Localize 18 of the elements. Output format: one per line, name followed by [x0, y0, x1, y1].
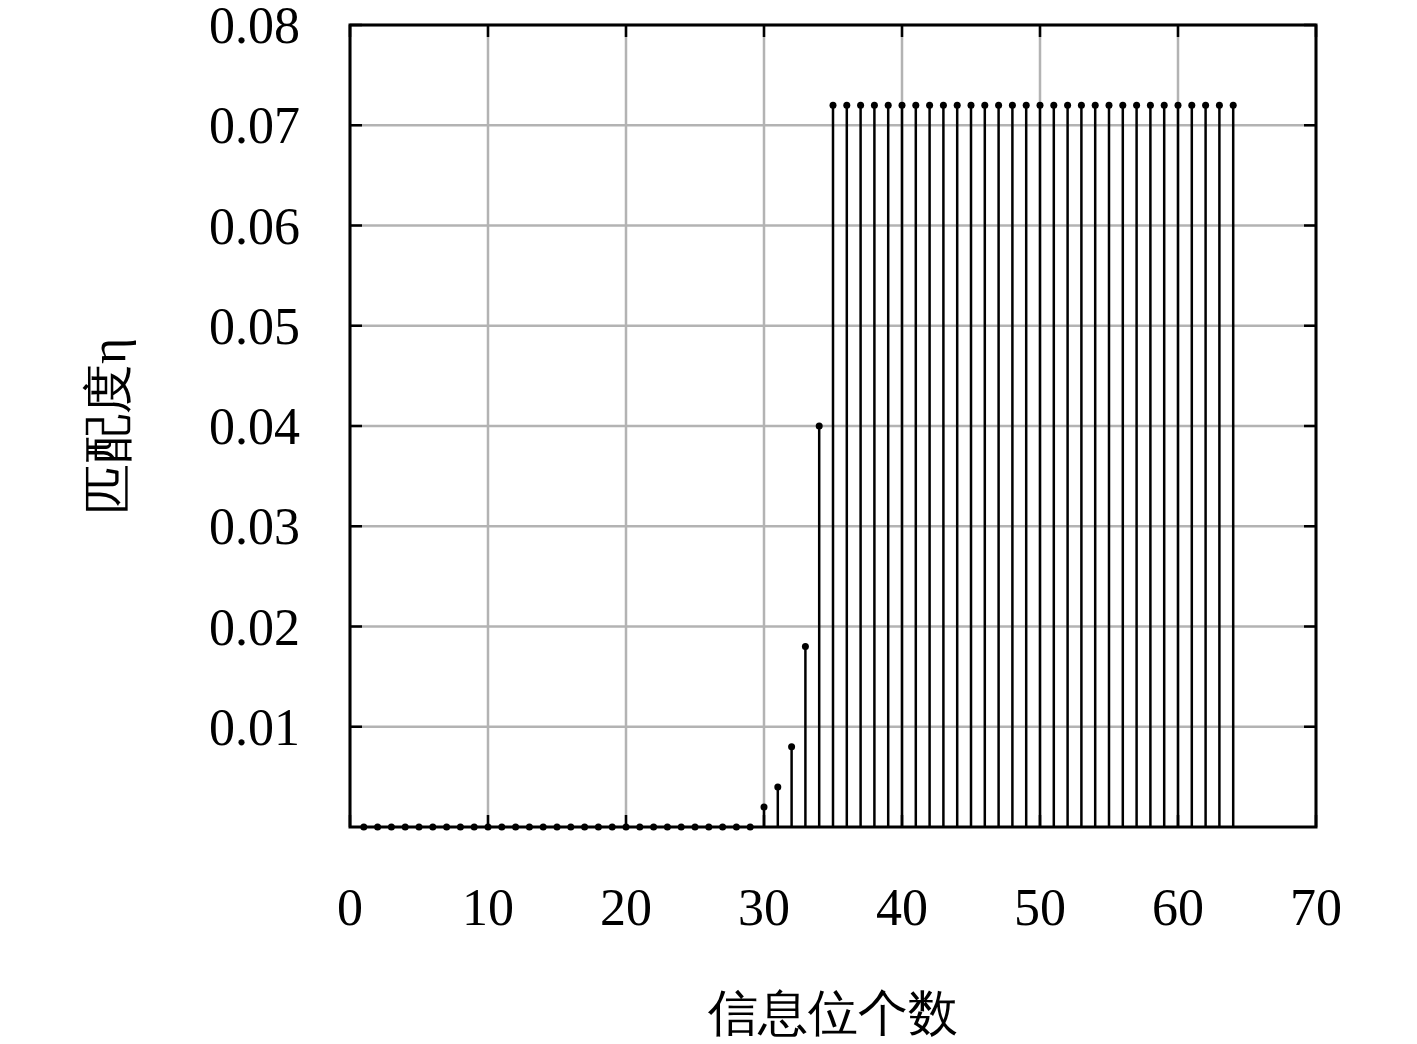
- x-tick-label: 20: [600, 879, 652, 936]
- x-tick-label: 10: [462, 879, 514, 936]
- y-tick-label: 0.07: [209, 97, 300, 155]
- x-tick-label: 60: [1152, 879, 1204, 936]
- y-tick-label: 0.08: [209, 0, 300, 54]
- y-tick-label: 0.01: [209, 698, 300, 756]
- x-tick-label: 50: [1014, 879, 1066, 936]
- y-tick-label: 0.04: [209, 398, 300, 455]
- x-tick-label: 0: [337, 879, 363, 936]
- y-tick-label: 0.06: [209, 197, 300, 255]
- y-tick-label: 0.02: [209, 598, 300, 656]
- x-tick-label: 70: [1290, 879, 1342, 936]
- y-axis-title: 匹配度η: [80, 337, 136, 515]
- y-tick-label: 0.05: [209, 297, 300, 355]
- x-axis-title: 信息位个数: [708, 985, 958, 1041]
- x-tick-label: 40: [876, 879, 928, 936]
- x-tick-label: 30: [738, 879, 790, 936]
- y-tick-label: 0.03: [209, 498, 300, 556]
